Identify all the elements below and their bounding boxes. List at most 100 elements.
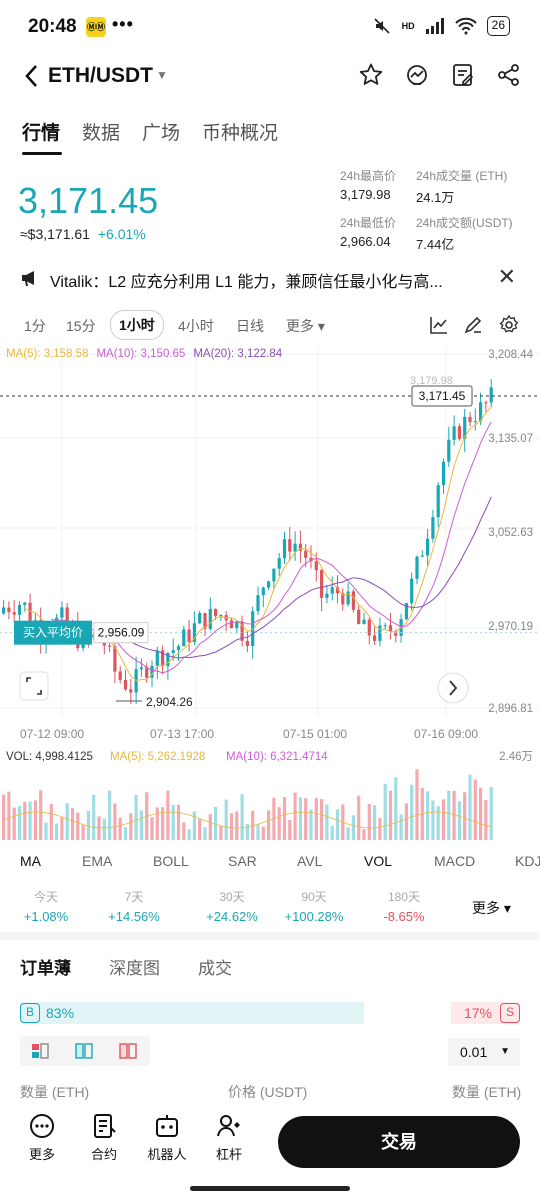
pair-selector[interactable]: ETH/USDT (48, 64, 153, 87)
last-price: 3,171.45 (18, 180, 159, 221)
bot-button[interactable]: 机器人 (142, 1112, 192, 1163)
contract-button[interactable]: 合约 (79, 1112, 129, 1163)
candle-body (420, 555, 424, 557)
back-icon[interactable] (22, 62, 42, 97)
x-tick-label: 07-13 17:00 (150, 727, 214, 741)
candle-body (362, 619, 366, 625)
perf-today[interactable]: 今天 +1.08% (23, 890, 69, 924)
volume-bar (65, 803, 69, 840)
sell-badge: S (500, 1003, 520, 1023)
main-tabs: 行情 数据 广场 币种概况 (22, 118, 279, 155)
mute-icon (374, 18, 390, 34)
close-icon[interactable]: ✕ (497, 264, 516, 289)
volume-bar (150, 817, 154, 840)
indicator-sar[interactable]: SAR (228, 853, 257, 869)
tab-data[interactable]: 数据 (82, 123, 121, 144)
indicator-ema[interactable]: EMA (82, 853, 113, 869)
settings-icon[interactable] (498, 314, 520, 336)
interval-4h[interactable]: 4小时 (178, 318, 214, 334)
tab-market[interactable]: 行情 (22, 118, 63, 155)
interval-1h[interactable]: 1小时 (110, 310, 164, 340)
interval-1m[interactable]: 1分 (24, 318, 46, 334)
tab-orderbook[interactable]: 订单薄 (20, 959, 71, 978)
indicator-kdj[interactable]: KDJ (515, 853, 540, 869)
chevron-right-icon (449, 680, 458, 696)
perf-180d[interactable]: 180天 -8.65% (383, 890, 425, 924)
candle-body (410, 578, 414, 604)
indicator-boll[interactable]: BOLL (153, 853, 189, 869)
candle-body (171, 650, 175, 654)
x-tick-label: 07-16 09:00 (414, 727, 478, 741)
candle-body (28, 602, 32, 621)
candle-body (60, 607, 64, 618)
candle-body (129, 689, 133, 693)
candle-body (108, 645, 112, 647)
precision-select[interactable]: 0.01 ▼ (448, 1038, 520, 1066)
view-buy-icon[interactable] (74, 1043, 94, 1059)
view-both-icon[interactable] (30, 1043, 50, 1059)
candle-body (256, 595, 260, 612)
col-qty-ask: 数量 (ETH) (452, 1084, 522, 1100)
candle-body (383, 625, 387, 627)
volume-bar (426, 791, 430, 840)
announcement-text[interactable]: Vitalik：L2 应充分利用 L1 能力，兼顾信任最小化与高... (50, 274, 443, 291)
perf-more[interactable]: 更多 ▾ (472, 900, 511, 916)
kline-chart[interactable]: 3,208.44 3,135.07 3,052.63 2,970.19 2,896.81… (0, 346, 540, 860)
view-sell-icon[interactable] (118, 1043, 138, 1059)
tab-coin-overview[interactable]: 币种概况 (202, 123, 279, 144)
ma20-line (104, 496, 492, 659)
candle-body (7, 607, 11, 613)
volume-bar (12, 807, 16, 840)
status-time: 20:48 (28, 16, 77, 37)
share-icon[interactable] (496, 62, 522, 88)
buy-ratio-bar (20, 1002, 365, 1024)
volume-bar (176, 804, 181, 840)
price-sub: ≈$3,171.61 +6.01% (20, 226, 146, 242)
volume-bar (452, 790, 456, 840)
perf-7d[interactable]: 7天 +14.56% (108, 890, 160, 924)
candle-body (123, 679, 128, 690)
interval-15m[interactable]: 15分 (66, 318, 96, 334)
note-edit-icon[interactable] (450, 62, 476, 88)
volume-bar (282, 797, 287, 840)
candle-body (229, 620, 234, 629)
volume-bar (44, 822, 48, 840)
candle-body (245, 640, 249, 647)
volume-bar (277, 807, 281, 840)
interval-more[interactable]: 更多 ▾ (286, 318, 325, 334)
more-button[interactable]: 更多 (17, 1112, 67, 1163)
tab-square[interactable]: 广场 (142, 123, 181, 144)
hd-icon: HD (401, 21, 415, 31)
col-price: 价格 (USDT) (228, 1084, 308, 1100)
candle-body (431, 517, 435, 539)
trade-button[interactable]: 交易 (278, 1116, 520, 1168)
chart-line-icon[interactable] (428, 314, 450, 336)
indicator-vol[interactable]: VOL (364, 853, 393, 869)
volume-bar (357, 795, 361, 840)
draw-tool-icon[interactable] (462, 314, 484, 336)
price-alert-icon[interactable] (404, 62, 430, 88)
volume-bar (92, 794, 96, 840)
tab-depth[interactable]: 深度图 (109, 959, 160, 978)
volume-bar (129, 813, 133, 840)
chevron-down-icon[interactable]: ▼ (156, 68, 168, 82)
tab-trades[interactable]: 成交 (198, 959, 232, 978)
volume-bar (192, 811, 196, 840)
star-icon[interactable] (358, 62, 384, 88)
volume-bar (362, 829, 366, 840)
candle-body (282, 539, 287, 559)
perf-90d[interactable]: 90天 +100.28% (284, 890, 344, 924)
volume-bar (288, 819, 292, 840)
indicator-ma[interactable]: MA (20, 853, 41, 869)
volume-bar (436, 806, 440, 840)
candle-body (155, 650, 159, 666)
volume-bar (224, 799, 228, 840)
ma10-line (51, 421, 492, 674)
leverage-button[interactable]: 杠杆 (204, 1112, 254, 1163)
candle-body (187, 629, 191, 643)
perf-30d[interactable]: 30天 +24.62% (206, 890, 258, 924)
indicator-avl[interactable]: AVL (297, 853, 323, 869)
announcement-bar[interactable]: Vitalik：L2 应充分利用 L1 能力，兼顾信任最小化与高... ✕ (0, 264, 540, 292)
indicator-macd[interactable]: MACD (434, 853, 476, 869)
interval-1d[interactable]: 日线 (236, 318, 264, 334)
